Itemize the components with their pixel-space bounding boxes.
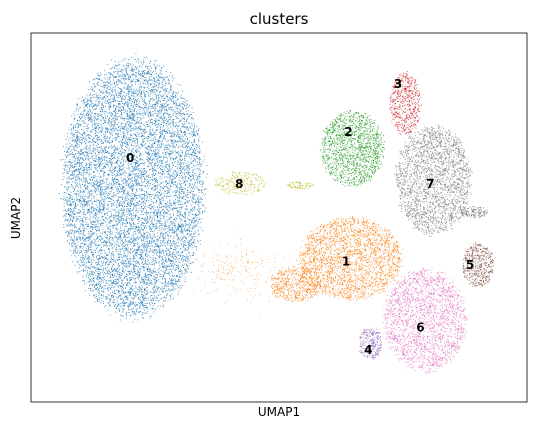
- cluster-label-3: 3: [394, 77, 402, 91]
- cluster-7-points: [394, 124, 489, 237]
- cluster-label-4: 4: [364, 343, 372, 357]
- cluster-label-8: 8: [235, 177, 243, 191]
- cluster-3-points: [389, 71, 422, 135]
- chart-title: clusters: [250, 10, 309, 28]
- cluster-label-5: 5: [466, 258, 474, 272]
- x-axis-label: UMAP1: [258, 405, 300, 419]
- cluster-label-1: 1: [342, 254, 350, 268]
- cluster-label-0: 0: [126, 151, 134, 165]
- cluster-5-points: [462, 242, 494, 287]
- y-axis-label: UMAP2: [9, 197, 23, 239]
- cluster-1-points: [183, 216, 404, 316]
- scatter-points: [59, 53, 494, 375]
- cluster-8-points: [215, 171, 314, 195]
- cluster-6-points: [382, 267, 468, 375]
- cluster-label-2: 2: [344, 125, 352, 139]
- cluster-label-6: 6: [416, 321, 424, 335]
- cluster-4-points: [359, 327, 383, 360]
- cluster-0-points: [59, 53, 208, 323]
- plot-frame: [30, 32, 528, 403]
- cluster-label-7: 7: [426, 177, 434, 191]
- cluster-labels: 0 1 2 3 4 5 6 7 8: [126, 77, 474, 357]
- cluster-2-points: [319, 110, 385, 187]
